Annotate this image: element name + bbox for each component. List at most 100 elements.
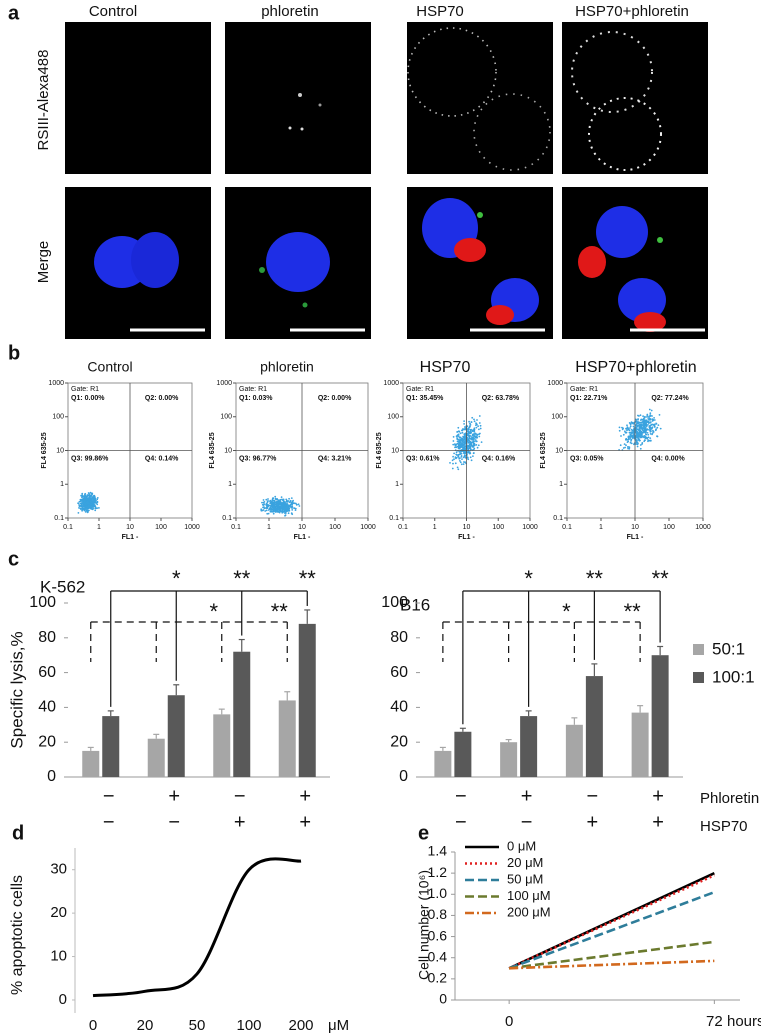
flow-dot (90, 496, 93, 498)
y-tick-label: 1.4 (428, 843, 448, 859)
error-bar (87, 746, 94, 751)
condition-sign: − (455, 811, 467, 833)
error-bar (525, 710, 532, 717)
flow-dot (457, 433, 460, 436)
flow-dot (626, 429, 628, 432)
flow-dot (630, 440, 632, 442)
flow-dot (295, 504, 298, 506)
flow-dot (278, 500, 280, 502)
flow-dot (277, 501, 279, 504)
x-tick-label: 100 (155, 524, 167, 531)
flow-dot (640, 419, 642, 421)
flow-dot (627, 427, 629, 429)
column-title: HSP70+phloretin (575, 3, 689, 20)
flow-title: HSP70 (420, 359, 471, 376)
flow-dot (455, 435, 458, 437)
flow-dot (627, 446, 629, 448)
flow-dot (464, 426, 466, 428)
flow-dot (92, 502, 95, 505)
condition-sign: − (103, 811, 115, 833)
flow-dot (459, 443, 462, 445)
flow-dot (272, 509, 275, 512)
flow-dot (470, 459, 473, 462)
flow-dot (464, 437, 466, 440)
flow-dot (260, 508, 263, 511)
flow-dot (457, 435, 460, 438)
error-bar (218, 708, 225, 715)
quadrant-label: Q4: 3.21% (318, 455, 352, 462)
flow-dot (80, 494, 82, 497)
flow-dot (87, 497, 90, 500)
flow-dot (267, 498, 269, 500)
flow-dot (471, 416, 474, 419)
y-axis-label: Cell number (10⁶) (416, 870, 432, 980)
flow-dot (277, 510, 280, 513)
flow-dot (458, 430, 460, 433)
y-tick-label: 20 (390, 733, 408, 750)
bar (298, 623, 316, 777)
flow-dot (86, 511, 89, 514)
flow-dot (646, 416, 648, 418)
flow-dot (96, 501, 99, 504)
image (562, 22, 708, 174)
flow-dot (98, 507, 100, 509)
flow-dot (643, 422, 645, 424)
flow-dot (277, 507, 280, 510)
legend-label: 100:1 (712, 667, 755, 686)
y-axis-label: Specific lysis,% (7, 631, 26, 748)
flow-dot (478, 422, 481, 424)
legend-swatch (693, 672, 704, 683)
flow-dot (644, 439, 646, 442)
quadrant-label: Q4: 0.14% (145, 455, 179, 462)
flow-dot (272, 505, 275, 507)
flow-dot (294, 509, 297, 511)
cell-outline (473, 93, 551, 171)
flow-dot (473, 430, 476, 433)
significance: ** (299, 566, 317, 591)
flow-dot (475, 444, 478, 446)
nucleus (596, 206, 648, 258)
flow-dot (464, 435, 467, 438)
y-tick-label: 60 (38, 664, 56, 681)
flow-dot (283, 506, 286, 508)
flow-dot (653, 419, 656, 421)
flow-dot (475, 437, 477, 439)
flow-dot (282, 501, 284, 504)
flow-dot (283, 502, 286, 505)
flow-dot (473, 432, 476, 434)
flow-dot (632, 425, 635, 428)
flow-dot (626, 438, 629, 441)
flow-dot (467, 451, 469, 454)
quadrant-label: Q4: 0.00% (651, 455, 685, 462)
bar (147, 738, 165, 777)
error-bar (153, 733, 160, 739)
bar (565, 724, 583, 777)
stain (486, 305, 514, 325)
flow-dot (285, 498, 288, 501)
quadrant-label: Q1: 0.00% (71, 395, 105, 402)
flow-dot (93, 496, 96, 499)
significance: ** (624, 599, 642, 624)
flow-dot (455, 446, 458, 448)
flow-dot (451, 467, 454, 470)
spot (302, 302, 308, 308)
y-tick-label: 1 (395, 481, 399, 488)
flow-dot (467, 458, 470, 461)
flow-dot (291, 503, 294, 506)
flow-dot (624, 431, 627, 434)
flow-dot (477, 425, 479, 428)
flow-dot (632, 435, 635, 437)
flow-dot (466, 438, 469, 441)
significance: * (562, 599, 571, 624)
flow-dot (284, 502, 287, 505)
x-tick-label: 1000 (695, 524, 711, 531)
flow-dot (635, 429, 638, 432)
y-tick-label: 0.4 (428, 948, 448, 964)
significance: ** (586, 566, 604, 591)
x-tick-label: 0.1 (398, 524, 408, 531)
condition-sign: − (234, 785, 246, 807)
flow-dot (472, 438, 475, 441)
flow-dot (637, 422, 640, 425)
x-tick-label: 0 (505, 1013, 513, 1030)
y-tick-label: 100 (387, 414, 399, 421)
